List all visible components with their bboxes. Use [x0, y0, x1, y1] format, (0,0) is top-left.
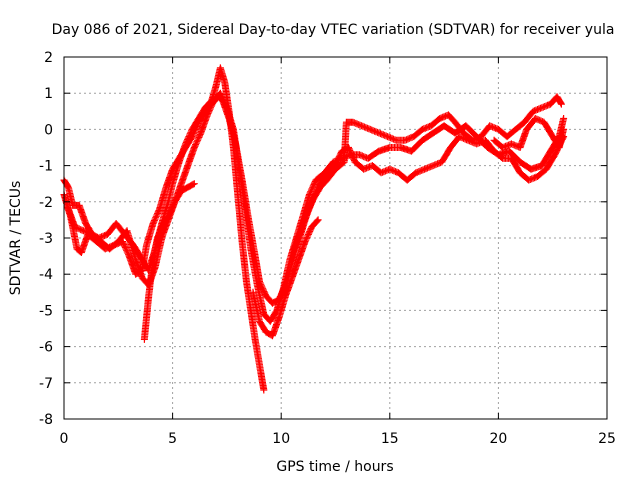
- y-axis-label: SDTVAR / TECUs: [8, 181, 24, 296]
- x-tick-label: 5: [168, 431, 177, 447]
- y-tick-label: -1: [39, 159, 53, 175]
- y-tick-label: -2: [39, 195, 53, 211]
- y-tick-label: 2: [44, 50, 53, 66]
- axis-ticks: 0 5 10 15 20 25 -8 -7 -6 -5 -4 -3 -2 -1 0 1 2: [39, 50, 616, 447]
- x-tick-label: 25: [598, 431, 616, 447]
- data-points: [60, 64, 568, 394]
- data-markers: [290, 93, 565, 253]
- data-markers: [490, 115, 568, 151]
- x-tick-label: 15: [381, 431, 399, 447]
- y-tick-label: -3: [39, 231, 53, 247]
- y-tick-label: -8: [39, 412, 53, 428]
- y-tick-label: 0: [44, 122, 53, 138]
- x-axis-label: GPS time / hours: [276, 459, 393, 475]
- series-track-7: [490, 115, 568, 151]
- data-markers: [249, 216, 322, 340]
- x-tick-label: 20: [489, 431, 507, 447]
- x-tick-label: 10: [272, 431, 290, 447]
- y-tick-label: -4: [39, 267, 53, 283]
- series-track-6: [290, 93, 565, 253]
- y-tick-label: -6: [39, 340, 53, 356]
- y-tick-label: -5: [39, 303, 53, 319]
- y-tick-label: 1: [44, 86, 53, 102]
- series-track-5: [249, 216, 322, 340]
- chart-title: Day 086 of 2021, Sidereal Day-to-day VTE…: [52, 22, 615, 38]
- y-tick-label: -7: [39, 376, 53, 392]
- x-tick-label: 0: [60, 431, 69, 447]
- series-track-4: [140, 180, 198, 343]
- data-markers: [140, 180, 198, 343]
